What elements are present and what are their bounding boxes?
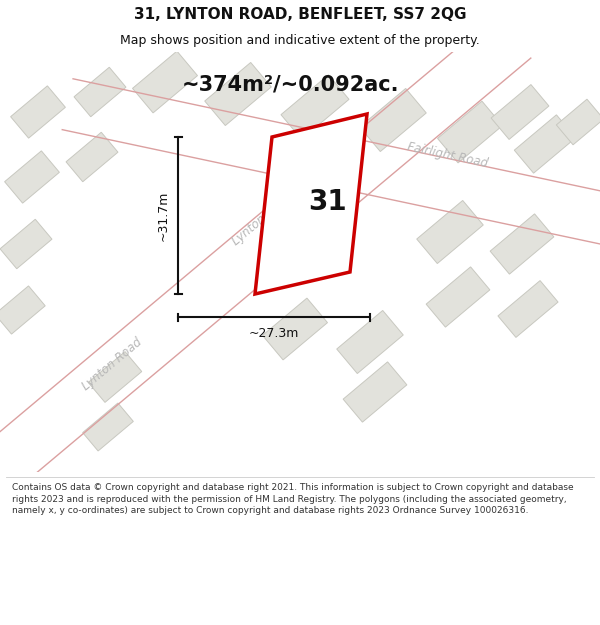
Text: Lynton Road: Lynton Road: [80, 335, 145, 392]
Text: Lynton Road: Lynton Road: [230, 190, 295, 248]
Polygon shape: [205, 62, 271, 126]
Polygon shape: [556, 99, 600, 145]
Polygon shape: [74, 68, 126, 117]
Polygon shape: [417, 201, 483, 264]
Polygon shape: [426, 267, 490, 327]
Polygon shape: [0, 16, 531, 508]
Polygon shape: [514, 115, 576, 173]
Polygon shape: [360, 89, 426, 151]
Text: 31: 31: [308, 188, 347, 216]
Polygon shape: [437, 101, 502, 163]
Polygon shape: [491, 84, 549, 139]
Polygon shape: [337, 311, 403, 374]
Text: Contains OS data © Crown copyright and database right 2021. This information is : Contains OS data © Crown copyright and d…: [12, 482, 574, 515]
Polygon shape: [343, 362, 407, 422]
Polygon shape: [83, 403, 133, 451]
Polygon shape: [133, 51, 197, 113]
Text: ~27.3m: ~27.3m: [249, 327, 299, 340]
Polygon shape: [88, 352, 142, 402]
Text: Fairlight Road: Fairlight Road: [406, 140, 490, 170]
Polygon shape: [490, 214, 554, 274]
Text: Map shows position and indicative extent of the property.: Map shows position and indicative extent…: [120, 34, 480, 47]
Polygon shape: [62, 79, 600, 275]
Text: 31, LYNTON ROAD, BENFLEET, SS7 2QG: 31, LYNTON ROAD, BENFLEET, SS7 2QG: [134, 7, 466, 22]
Polygon shape: [66, 132, 118, 182]
Text: ~31.7m: ~31.7m: [157, 190, 170, 241]
Polygon shape: [498, 281, 558, 338]
Polygon shape: [281, 75, 349, 139]
Polygon shape: [255, 114, 367, 294]
Polygon shape: [5, 151, 59, 203]
Polygon shape: [263, 298, 328, 360]
Polygon shape: [0, 286, 45, 334]
Text: ~374m²/~0.092ac.: ~374m²/~0.092ac.: [181, 74, 399, 94]
Polygon shape: [11, 86, 65, 138]
Polygon shape: [0, 219, 52, 269]
